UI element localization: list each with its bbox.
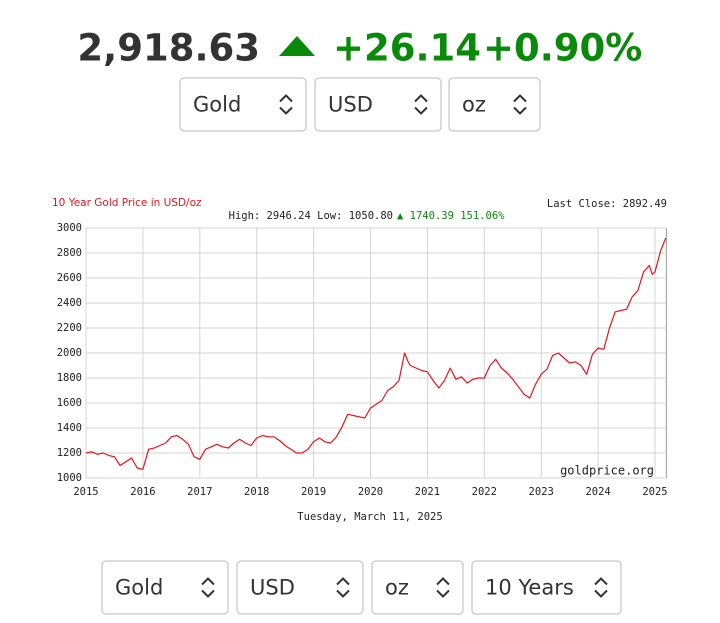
last-close: Last Close: 2892.49 [547,198,667,210]
price: 2,918.63 [77,27,260,70]
select-label[interactable]: oz [385,576,409,600]
y-tick-label: 2800 [57,247,82,259]
select-box[interactable] [471,560,622,615]
select-box[interactable] [236,560,364,615]
watermark: goldprice.org [560,464,654,478]
chevron[interactable] [336,577,350,598]
chevron[interactable] [594,577,608,598]
select[interactable]: oz [371,560,464,615]
y-tick-label: 1400 [57,422,82,434]
select-box[interactable] [314,77,442,132]
chevron[interactable] [201,577,215,598]
price-line [85,237,667,470]
select-box[interactable] [179,77,307,132]
x-tick-label: 2023 [529,486,554,498]
select-box[interactable] [101,560,229,615]
y-tick-label: 2400 [57,297,82,309]
select-box[interactable] [448,77,541,132]
select-label[interactable]: Gold [115,576,163,600]
select-label[interactable]: USD [328,93,373,117]
x-tick-label: 2017 [187,486,212,498]
stats: High: 2946.24 Low: 1050.80 [229,210,393,222]
chevron[interactable] [436,577,450,598]
select[interactable]: oz [448,77,541,132]
y-tick-label: 1600 [57,397,82,409]
up-arrow [279,36,315,56]
x-tick-label: 2022 [472,486,497,498]
chevron[interactable] [279,94,293,115]
chevron[interactable] [414,94,428,115]
y-tick-label: 3000 [57,222,82,234]
select[interactable]: USD [236,560,364,615]
y-tick-label: 1000 [57,472,82,484]
x-axis-label: Tuesday, March 11, 2025 [297,511,442,523]
x-tick-label: 2025 [642,486,667,498]
x-tick-label: 2021 [415,486,440,498]
select-label[interactable]: 10 Years [485,576,574,600]
select-label[interactable]: USD [250,576,295,600]
percent: +0.90% [483,27,642,70]
change: +26.14 [333,27,481,70]
x-tick-label: 2018 [244,486,269,498]
select-box[interactable] [371,560,464,615]
y-tick-label: 1800 [57,372,82,384]
x-tick-label: 2015 [73,486,98,498]
y-tick-label: 2600 [57,272,82,284]
select[interactable]: Gold [101,560,229,615]
select[interactable]: USD [314,77,442,132]
x-tick-label: 2020 [358,486,383,498]
chart-title: 10 Year Gold Price in USD/oz [52,197,202,209]
select[interactable]: Gold [179,77,307,132]
x-tick-label: 2024 [585,486,610,498]
y-tick-label: 1200 [57,447,82,459]
x-tick-label: 2019 [301,486,326,498]
select-label[interactable]: oz [462,93,486,117]
chevron[interactable] [513,94,527,115]
y-tick-label: 2000 [57,347,82,359]
select-label[interactable]: Gold [193,93,241,117]
x-tick-label: 2016 [130,486,155,498]
select[interactable]: 10 Years [471,560,622,615]
y-tick-label: 2200 [57,322,82,334]
stats-change: ▲ 1740.39 151.06% [397,210,505,222]
